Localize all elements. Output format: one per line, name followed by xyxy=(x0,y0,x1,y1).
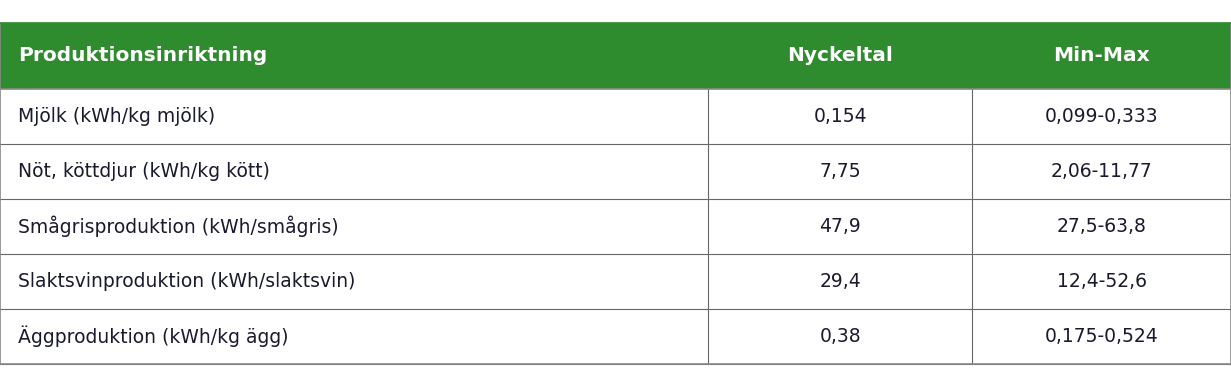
Text: 0,154: 0,154 xyxy=(814,107,867,126)
Text: Mjölk (kWh/kg mjölk): Mjölk (kWh/kg mjölk) xyxy=(18,107,215,126)
Text: Nöt, köttdjur (kWh/kg kött): Nöt, köttdjur (kWh/kg kött) xyxy=(18,162,271,181)
Text: Smågrisproduktion (kWh/smågris): Smågrisproduktion (kWh/smågris) xyxy=(18,215,339,237)
Text: 0,38: 0,38 xyxy=(820,327,860,346)
Text: 0,175-0,524: 0,175-0,524 xyxy=(1045,327,1158,346)
Text: 2,06-11,77: 2,06-11,77 xyxy=(1051,162,1152,181)
Bar xyxy=(0,144,1231,199)
Text: Produktionsinriktning: Produktionsinriktning xyxy=(18,46,267,65)
Bar xyxy=(0,309,1231,364)
Text: 47,9: 47,9 xyxy=(820,217,860,236)
Text: 0,099-0,333: 0,099-0,333 xyxy=(1045,107,1158,126)
Text: Äggproduktion (kWh/kg ägg): Äggproduktion (kWh/kg ägg) xyxy=(18,326,289,347)
Bar xyxy=(0,254,1231,309)
Text: 12,4-52,6: 12,4-52,6 xyxy=(1056,272,1147,291)
Text: Nyckeltal: Nyckeltal xyxy=(787,46,894,65)
Text: Min-Max: Min-Max xyxy=(1054,46,1150,65)
Text: 27,5-63,8: 27,5-63,8 xyxy=(1056,217,1147,236)
Text: Slaktsvinproduktion (kWh/slaktsvin): Slaktsvinproduktion (kWh/slaktsvin) xyxy=(18,272,356,291)
Bar xyxy=(0,89,1231,144)
Text: 7,75: 7,75 xyxy=(820,162,860,181)
Text: 29,4: 29,4 xyxy=(820,272,860,291)
Bar xyxy=(0,23,1231,89)
Bar xyxy=(0,199,1231,254)
